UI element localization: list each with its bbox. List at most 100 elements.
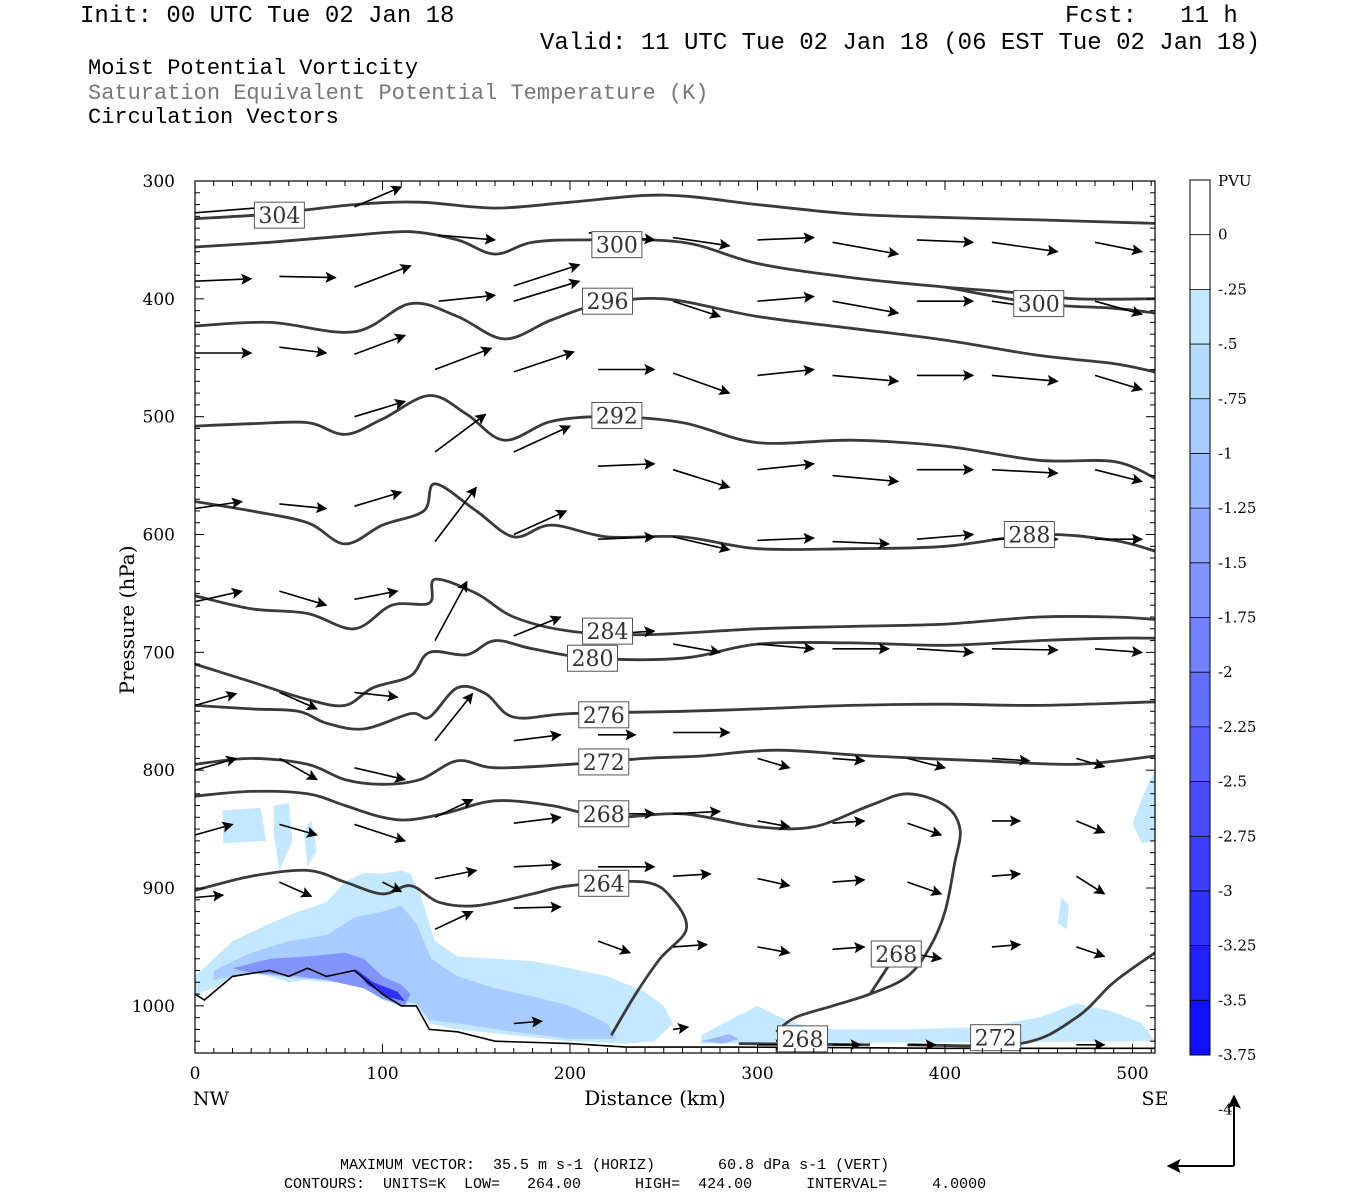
mpv-region [195, 870, 674, 1044]
contour-label-box [578, 800, 630, 828]
colorbar-swatch [1190, 890, 1210, 946]
theta-contour [195, 868, 689, 1037]
circulation-vector [673, 868, 712, 881]
contour-label: 268 [782, 1028, 824, 1053]
colorbar-swatch [1190, 726, 1210, 782]
circulation-vector [832, 754, 866, 766]
colorbar-label: -3 [1218, 882, 1233, 900]
contour-label-box [582, 617, 633, 645]
contour-label-box [582, 287, 633, 315]
contour-label-box [970, 1024, 1022, 1052]
circulation-vector [1094, 300, 1143, 317]
circulation-vector [672, 300, 722, 319]
mpv-region [1057, 897, 1069, 930]
valid-time: Valid: 11 UTC Tue 02 Jan 18 (06 EST Tue … [540, 30, 1261, 57]
colorbar-label: -.75 [1218, 390, 1247, 408]
circulation-vector [195, 587, 243, 603]
y-axis-label: Pressure (hPa) [115, 546, 139, 695]
contour-label-box [591, 401, 643, 429]
colorbar-label: -2 [1218, 663, 1233, 681]
circulation-vector [832, 537, 890, 550]
circulation-vector [991, 939, 1022, 952]
colorbar-label: -3.5 [1218, 991, 1247, 1009]
contour-label: 268 [875, 943, 917, 968]
colorbar-label: 0 [1218, 226, 1228, 244]
circulation-vector [434, 486, 477, 543]
circulation-vector [513, 730, 562, 742]
colorbar-swatch [1190, 234, 1210, 290]
circulation-vector [279, 590, 328, 608]
circulation-vector [757, 642, 815, 654]
mpv-region [223, 807, 267, 844]
theta-contour [195, 636, 1155, 708]
colorbar-label: -2.5 [1218, 773, 1247, 791]
colorbar-label: -.25 [1218, 280, 1247, 298]
y-tick-label: 900 [143, 879, 175, 899]
colorbar-swatch [1190, 945, 1210, 1001]
x-tick-label: 300 [741, 1064, 773, 1084]
contour-label: 284 [587, 620, 629, 645]
circulation-vector [907, 881, 943, 896]
circulation-vector [757, 877, 791, 889]
mpv-region [303, 819, 317, 867]
theta-contour [195, 230, 1155, 301]
circulation-vector [513, 1016, 544, 1028]
circulation-vector [279, 346, 328, 358]
contour-label: 280 [572, 647, 614, 672]
circulation-vector [1094, 374, 1143, 393]
circulation-vector [195, 755, 238, 771]
circulation-vector [991, 241, 1059, 256]
circulation-vector [1075, 875, 1106, 895]
circulation-vector [672, 643, 722, 657]
circulation-vector [438, 290, 497, 302]
colorbar-swatch [1190, 1000, 1210, 1055]
y-tick-label: 500 [143, 408, 175, 428]
circulation-vector [279, 881, 313, 898]
contour-label-box [578, 869, 630, 897]
contour-label-box [1003, 521, 1055, 549]
circulation-vector [1094, 468, 1143, 485]
circulation-vector [597, 940, 632, 955]
circulation-vector [991, 467, 1059, 479]
theta-contour [195, 577, 1155, 637]
circulation-vectors [195, 185, 1144, 1051]
x-axis-label: Distance (km) [584, 1086, 726, 1110]
circulation-vector [673, 939, 709, 951]
colorbar-swatch [1190, 180, 1210, 235]
forecast-hour: Fcst: 11 h [1065, 3, 1238, 30]
circulation-vector [757, 819, 791, 831]
circulation-vector [598, 458, 656, 470]
x-tick-label: 500 [1116, 1064, 1148, 1084]
contour-label: 292 [596, 404, 638, 429]
circulation-vector [672, 1023, 690, 1035]
contour-label-box [578, 748, 630, 776]
circulation-vector [832, 374, 900, 386]
colorbar-title: PVU [1218, 172, 1252, 190]
circulation-vector [991, 644, 1059, 656]
circulation-vector [757, 945, 791, 957]
circulation-vector [354, 185, 403, 208]
init-time: Init: 00 UTC Tue 02 Jan 18 [80, 3, 455, 30]
x-end-label-nw: NW [193, 1088, 230, 1110]
circulation-vector [672, 468, 731, 490]
circulation-vector [434, 692, 474, 742]
circulation-vector [354, 823, 407, 844]
y-tick-label: 300 [143, 172, 175, 192]
circulation-vector [832, 942, 866, 954]
circulation-vector [195, 273, 253, 285]
circulation-vector [354, 690, 399, 702]
circulation-vector [832, 474, 900, 487]
circulation-vector [195, 821, 234, 836]
circulation-vector [672, 236, 731, 250]
circulation-vector [513, 813, 562, 825]
contour-label: 304 [258, 204, 300, 229]
y-tick-label: 800 [143, 761, 175, 781]
circulation-vector [757, 532, 815, 545]
circulation-vector [434, 910, 474, 931]
mpv-region [213, 905, 617, 1039]
colorbar-swatch [1190, 562, 1210, 618]
terrain [195, 967, 1155, 1050]
mpv-region [1132, 770, 1155, 844]
circulation-vector [279, 823, 318, 838]
